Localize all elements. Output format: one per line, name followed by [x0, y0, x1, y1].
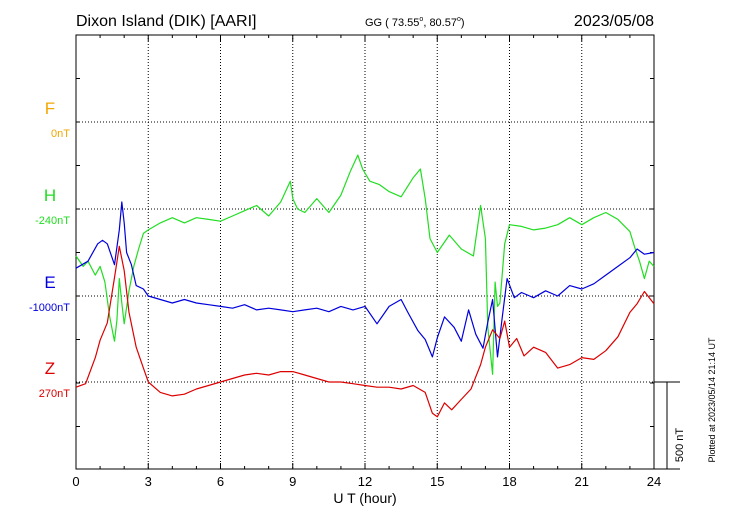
x-tick-label-24: 24	[647, 474, 661, 489]
plotted-note: Plotted at 2023/05/14 21:14 UT	[707, 337, 717, 463]
x-tick-label-6: 6	[217, 474, 224, 489]
coords-close: )	[461, 17, 465, 29]
series-label-Z: Z	[45, 359, 55, 378]
degree-mark-1: o	[419, 16, 423, 23]
x-tick-labels: 0 3 6 9 12 15 18 21 24	[72, 474, 661, 489]
x-tick-label-9: 9	[289, 474, 296, 489]
x-tick-label-3: 3	[145, 474, 152, 489]
date-label: 2023/05/08	[574, 13, 654, 30]
series-line-E	[75, 201, 655, 358]
x-tick-label-18: 18	[502, 474, 516, 489]
axis-ticks	[75, 35, 655, 469]
x-tick-label-12: 12	[358, 474, 372, 489]
series-baseline-Z: 270nT	[39, 388, 70, 400]
scale-label: 500 nT	[674, 428, 686, 463]
x-tick-label-0: 0	[72, 474, 79, 489]
station-title: Dixon Island (DIK) [AARI]	[76, 13, 257, 30]
series-line-H	[75, 154, 655, 375]
coords-lon: , 80.57	[423, 17, 457, 29]
scale-bar: 500 nT	[654, 381, 686, 470]
grid-lines	[76, 35, 654, 469]
degree-mark-2: o	[457, 16, 461, 23]
coords-label: GG ( 73.55o, 80.57o)	[365, 16, 465, 29]
series-label-F: F	[45, 99, 55, 118]
series-baseline-E: -1000nT	[29, 302, 70, 314]
x-tick-label-15: 15	[430, 474, 444, 489]
series-label-H: H	[44, 186, 56, 205]
series-line-Z	[75, 245, 655, 418]
series-label-E: E	[44, 273, 55, 292]
x-axis-label: U T (hour)	[333, 490, 396, 506]
coords-lat: GG ( 73.55	[365, 17, 419, 29]
series-baseline-H: -240nT	[35, 215, 70, 227]
series-baseline-F: 0nT	[51, 128, 70, 140]
series-lines	[75, 154, 655, 418]
x-tick-label-21: 21	[575, 474, 589, 489]
series-labels: F 0nT H -240nT E -1000nT Z 270nT	[29, 99, 70, 400]
